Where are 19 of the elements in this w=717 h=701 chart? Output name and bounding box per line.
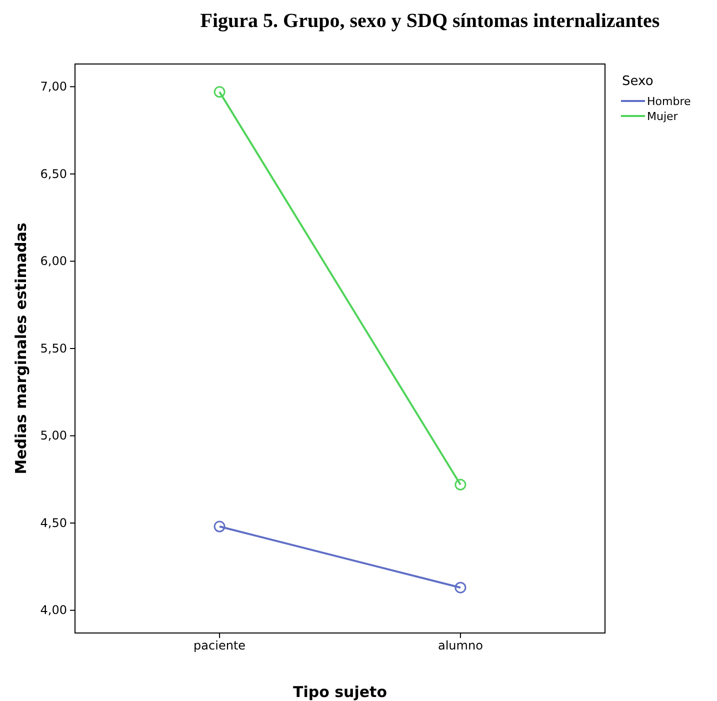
y-tick-label: 4,50: [40, 516, 67, 530]
x-axis-title: Tipo sujeto: [292, 683, 388, 701]
point: [454, 582, 466, 594]
y-tick-label: 5,50: [40, 341, 67, 356]
y-tick-label: 4,00: [40, 603, 67, 618]
legend-label: Mujer: [647, 110, 678, 123]
point: [214, 520, 226, 532]
y-tick-label: 6,00: [40, 254, 67, 268]
x-tick-label: paciente: [194, 638, 246, 653]
y-axis-title: Medias marginales estimadas: [12, 222, 30, 474]
point: [214, 86, 226, 98]
chart-title: Figura 5. Grupo, sexo y SDQ síntomas internalizantes: [200, 10, 660, 32]
y-tick-label: 7,00: [40, 80, 67, 94]
x-tick-label: alumno: [438, 638, 483, 653]
y-tick-label: 5,00: [40, 428, 67, 443]
y-tick-label: 6,50: [40, 166, 67, 181]
legend-label: Hombre: [647, 95, 691, 108]
point: [454, 478, 466, 490]
legend-title: Sexo: [622, 74, 654, 89]
